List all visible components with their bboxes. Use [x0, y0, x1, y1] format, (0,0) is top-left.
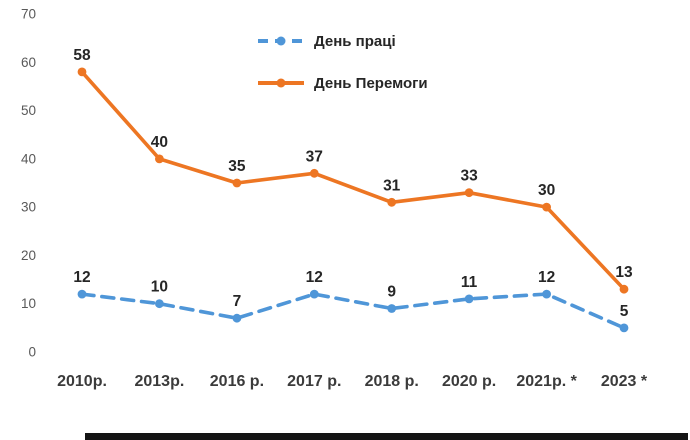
- data-label: 10: [151, 279, 168, 296]
- y-axis-tick-label: 30: [21, 200, 36, 215]
- data-point-marker: [542, 202, 551, 212]
- data-point-marker: [309, 289, 319, 299]
- x-axis-category-label: 2017 р.: [287, 373, 341, 390]
- data-label: 7: [233, 293, 242, 310]
- y-axis-tick-label: 0: [28, 345, 36, 360]
- data-label: 13: [615, 264, 633, 281]
- y-axis-tick-label: 20: [21, 248, 36, 263]
- data-point-marker: [155, 154, 164, 164]
- data-label: 31: [383, 177, 401, 194]
- data-point-marker: [464, 294, 474, 304]
- data-label: 35: [228, 158, 246, 175]
- data-point-marker: [77, 289, 87, 299]
- legend-marker-dashed-line-icon: [258, 39, 304, 43]
- legend-item-victory-day: День Перемоги: [258, 72, 428, 94]
- legend-marker-solid-line-icon: [258, 81, 304, 85]
- legend-item-labor-day: День праці: [258, 30, 428, 52]
- data-label: 11: [461, 274, 478, 291]
- data-label: 33: [460, 168, 478, 185]
- legend-label-labor-day: День праці: [314, 32, 396, 50]
- legend-label-victory-day: День Перемоги: [314, 74, 428, 92]
- data-point-marker: [309, 168, 319, 178]
- data-label: 12: [73, 269, 90, 286]
- x-axis-category-label: 2013р.: [134, 373, 184, 390]
- y-axis-tick-label: 50: [21, 103, 36, 118]
- data-point-marker: [619, 323, 629, 333]
- data-label: 12: [538, 269, 555, 286]
- data-point-marker: [232, 178, 242, 188]
- data-label: 9: [387, 284, 396, 301]
- data-label: 12: [306, 269, 323, 286]
- data-label: 37: [306, 148, 323, 165]
- data-label: 5: [620, 303, 629, 320]
- data-label: 30: [538, 182, 555, 199]
- series-line-0: [80, 292, 626, 330]
- data-point-marker: [542, 289, 551, 299]
- data-point-marker: [155, 299, 164, 309]
- x-axis-category-label: 2010р.: [57, 373, 107, 390]
- x-axis-category-label: 2018 р.: [365, 373, 419, 390]
- series-line-1: [80, 70, 626, 292]
- y-axis-tick-label: 70: [21, 7, 36, 22]
- y-axis-tick-label: 60: [21, 55, 36, 70]
- chart-legend: День праці День Перемоги: [258, 30, 428, 94]
- data-label: 58: [73, 47, 91, 64]
- x-axis-category-label: 2023 *: [601, 373, 648, 390]
- y-axis-tick-label: 40: [21, 151, 36, 166]
- data-point-marker: [464, 188, 474, 198]
- x-axis-category-label: 2020 р.: [442, 373, 496, 390]
- data-point-marker: [387, 197, 397, 207]
- data-point-marker: [232, 313, 242, 323]
- data-point-marker: [387, 304, 397, 313]
- data-point-marker: [619, 284, 629, 294]
- cropped-ui-strip: [85, 433, 688, 440]
- data-point-marker: [77, 67, 87, 77]
- x-axis-category-label: 2016 р.: [210, 373, 264, 390]
- data-label: 40: [151, 134, 168, 151]
- y-axis-tick-label: 10: [21, 296, 36, 311]
- x-axis-category-label: 2021р. *: [516, 373, 577, 390]
